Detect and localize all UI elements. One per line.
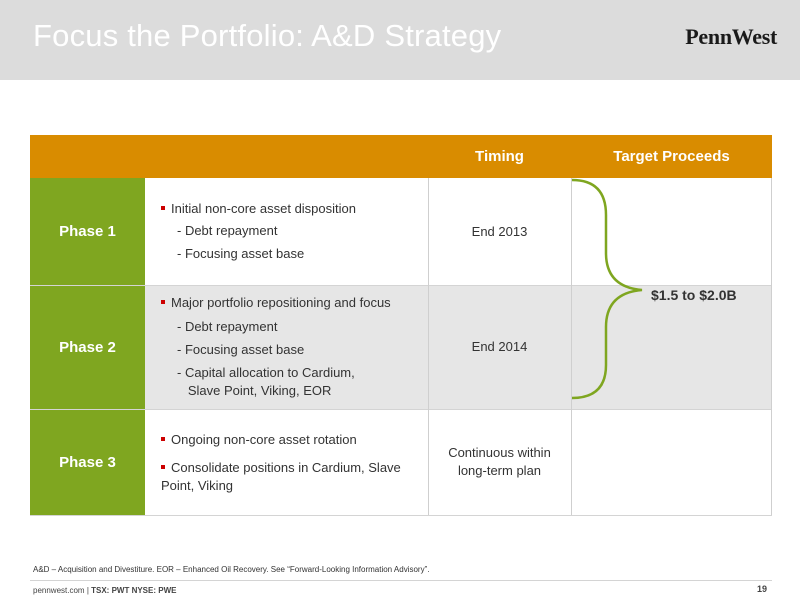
sub-item: - Focusing asset base (177, 246, 305, 261)
footer-divider (30, 580, 772, 581)
pennwest-logo: PennWest (685, 24, 777, 49)
proceeds-column-header: Target Proceeds (613, 148, 730, 165)
strategy-table: Timing Target Proceeds Phase 1 Initial n… (30, 135, 772, 516)
timing-cell: End 2014 (471, 339, 528, 354)
target-proceeds-value: $1.5 to $2.0B (651, 287, 737, 303)
phase-label: Phase 2 (30, 285, 145, 409)
table-row: Phase 3 Ongoing non-core asset rotation … (30, 409, 772, 515)
slide-title: Focus the Portfolio: A&D Strategy (33, 18, 502, 53)
table-header-row: Timing Target Proceeds (30, 135, 772, 178)
phase-description: Initial non-core asset disposition - Deb… (145, 178, 428, 285)
bullet-icon (161, 299, 165, 304)
phase-label: Phase 3 (30, 409, 145, 515)
phase-description: Ongoing non-core asset rotation Consolid… (145, 409, 428, 515)
table-row: Phase 1 Initial non-core asset dispositi… (30, 178, 772, 285)
footer-separator: | (84, 586, 92, 595)
page-number: 19 (756, 584, 767, 594)
bullet-item: Initial non-core asset disposition (161, 200, 411, 218)
timing-cell: End 2013 (471, 223, 528, 239)
bullet-icon (161, 205, 165, 210)
bullet-item: Consolidate positions in Cardium, Slave … (161, 460, 401, 493)
sub-item: - Debt repayment (177, 223, 278, 238)
slide-header: Focus the Portfolio: A&D Strategy PennWe… (0, 0, 800, 80)
row-divider (30, 285, 772, 286)
bullet-icon (161, 436, 165, 441)
column-divider (571, 178, 572, 515)
footer-site-link[interactable]: pennwest.com (33, 586, 85, 595)
bullet-item: Ongoing non-core asset rotation (161, 431, 411, 449)
row-divider (30, 409, 772, 410)
sub-item: - Debt repayment (177, 319, 278, 334)
bullet-icon (161, 464, 165, 469)
sub-item: - Focusing asset base (177, 342, 305, 357)
sub-item: - Capital allocation to Cardium, Slave P… (177, 365, 355, 398)
footer-ticker: TSX: PWT NYSE: PWE (91, 586, 177, 595)
footnote: A&D – Acquisition and Divestiture. EOR –… (33, 565, 430, 574)
table-bottom-border (30, 515, 772, 516)
phase-description: Major portfolio repositioning and focus … (145, 285, 428, 409)
bullet-item: Major portfolio repositioning and focus (161, 294, 411, 312)
curly-brace-icon (571, 178, 643, 400)
phase-label: Phase 1 (30, 178, 145, 285)
timing-column-header: Timing (475, 148, 524, 165)
table-row: Phase 2 Major portfolio repositioning an… (30, 285, 772, 409)
footer: pennwest.com | TSX: PWT NYSE: PWE (33, 586, 176, 595)
timing-cell: Continuous within long-term plan (448, 445, 551, 478)
table-right-border (771, 178, 772, 515)
column-divider (428, 178, 429, 515)
